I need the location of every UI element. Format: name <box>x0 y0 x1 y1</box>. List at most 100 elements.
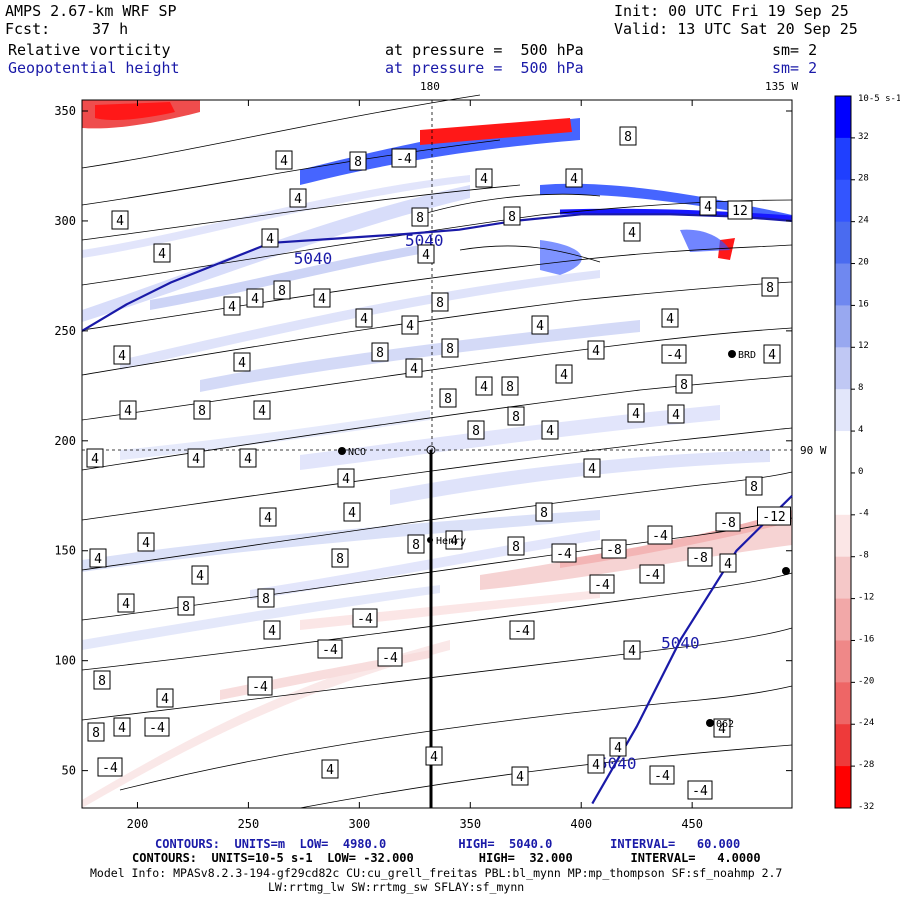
vorticity-label: 4 <box>475 168 493 188</box>
station-byrd-label: BRD <box>738 350 756 361</box>
svg-text:-12: -12 <box>762 510 785 525</box>
y-tick-label: 300 <box>54 214 76 228</box>
svg-text:4: 4 <box>704 200 712 215</box>
svg-text:4: 4 <box>614 741 622 756</box>
svg-text:-4: -4 <box>692 784 708 799</box>
svg-text:4: 4 <box>570 172 578 187</box>
svg-text:8: 8 <box>92 726 100 741</box>
footer-model-info: Model Info: MPASv8.2.3-194-gf29cd82c CU:… <box>90 866 783 880</box>
vorticity-label: 4 <box>191 565 209 585</box>
vorticity-label: 4 <box>239 448 257 468</box>
svg-text:4: 4 <box>480 380 488 395</box>
svg-text:8: 8 <box>750 480 758 495</box>
y-axis-ticks: 50 100 150 200 250 300 350 <box>54 104 792 778</box>
vorticity-label: 4 <box>555 364 573 384</box>
x-tick-label: 450 <box>681 817 703 831</box>
y-tick-label: 350 <box>54 104 76 118</box>
station-henry-label: Henry <box>436 536 466 547</box>
colorbar-tick-label: 28 <box>858 174 869 184</box>
colorbar-frame <box>834 95 852 809</box>
vorticity-label: 4 <box>153 243 171 263</box>
colorbar-tick-label: 12 <box>858 341 869 351</box>
vorticity-label: -4 <box>377 647 403 667</box>
vorticity-label: 4 <box>623 640 641 660</box>
svg-text:4: 4 <box>632 407 640 422</box>
field-height-level: at pressure = 500 hPa <box>385 59 584 77</box>
svg-text:8: 8 <box>336 552 344 567</box>
vorticity-label: -4 <box>509 620 535 640</box>
y-tick-label: 50 <box>62 764 76 778</box>
footer-vorticity-contours: CONTOURS: UNITS=10-5 s-1 LOW= -32.000 HI… <box>132 851 761 865</box>
colorbar-tick-label: -24 <box>858 718 874 728</box>
vorticity-label: -12 <box>757 506 791 526</box>
svg-text:-4: -4 <box>382 651 398 666</box>
forecast-hour: 37 h <box>92 20 129 38</box>
svg-text:-4: -4 <box>644 568 660 583</box>
colorbar-tick-label: 8 <box>858 383 863 393</box>
svg-text:4: 4 <box>516 770 524 785</box>
vorticity-label: 4 <box>699 196 717 216</box>
vorticity-label: 4 <box>261 228 279 248</box>
vorticity-label: 4 <box>246 288 264 308</box>
vorticity-label: 4 <box>355 308 373 328</box>
vorticity-label: 4 <box>113 717 131 737</box>
svg-text:4: 4 <box>268 624 276 639</box>
vorticity-label: -8 <box>687 547 713 567</box>
vorticity-label: 8 <box>273 280 291 300</box>
x-tick-label: 400 <box>570 817 592 831</box>
colorbar: 32 28 24 20 16 12 8 4 0 -4 -8 -12 -16 -20 -24 -28 -32 <box>834 95 874 812</box>
svg-text:8: 8 <box>412 538 420 553</box>
x-tick-label: 300 <box>349 817 371 831</box>
vorticity-label: 4 <box>541 420 559 440</box>
svg-text:8: 8 <box>262 592 270 607</box>
svg-text:-4: -4 <box>556 547 572 562</box>
svg-text:8: 8 <box>540 506 548 521</box>
svg-text:-8: -8 <box>692 551 708 566</box>
svg-text:8: 8 <box>512 540 520 555</box>
svg-text:4: 4 <box>672 408 680 423</box>
field-vorticity: Relative vorticity <box>8 41 171 59</box>
vorticity-label: 4 <box>187 448 205 468</box>
svg-text:4: 4 <box>410 362 418 377</box>
vorticity-label: 8 <box>371 342 389 362</box>
vorticity-label: 4 <box>763 344 781 364</box>
colorbar-swatch <box>835 179 851 223</box>
colorbar-swatch <box>835 263 851 306</box>
vorticity-label: -4 <box>391 148 417 168</box>
svg-text:4: 4 <box>360 312 368 327</box>
vorticity-label: 8 <box>441 338 459 358</box>
vorticity-label: 8 <box>619 126 637 146</box>
svg-text:4: 4 <box>546 424 554 439</box>
svg-text:8: 8 <box>376 346 384 361</box>
vorticity-label: 4 <box>111 210 129 230</box>
colorbar-tick-label: -4 <box>858 509 869 519</box>
vorticity-shading <box>82 100 793 808</box>
colorbar-swatch <box>835 347 851 390</box>
svg-text:4: 4 <box>158 247 166 262</box>
x-tick-label: 200 <box>127 817 149 831</box>
vorticity-label: 4 <box>661 308 679 328</box>
vorticity-label: 4 <box>667 404 685 424</box>
station-byrd-marker <box>728 350 736 358</box>
svg-text:4: 4 <box>266 232 274 247</box>
field-height: Geopotential height <box>8 59 180 77</box>
svg-text:-4: -4 <box>149 721 165 736</box>
model-title: AMPS 2.67-km WRF SP <box>5 2 177 20</box>
svg-text:4: 4 <box>294 192 302 207</box>
svg-text:8: 8 <box>512 410 520 425</box>
vorticity-label: 4 <box>223 296 241 316</box>
svg-text:4: 4 <box>592 344 600 359</box>
svg-text:8: 8 <box>444 392 452 407</box>
svg-text:4: 4 <box>124 404 132 419</box>
svg-text:12: 12 <box>732 204 748 219</box>
colorbar-tick-label: 20 <box>858 257 869 267</box>
station-062-marker <box>706 719 714 727</box>
svg-text:-8: -8 <box>606 543 622 558</box>
vorticity-label: 8 <box>761 277 779 297</box>
colorbar-swatch <box>835 305 851 348</box>
vorticity-label: 4 <box>313 288 331 308</box>
vorticity-label: -4 <box>352 608 378 628</box>
svg-text:-4: -4 <box>396 152 412 167</box>
